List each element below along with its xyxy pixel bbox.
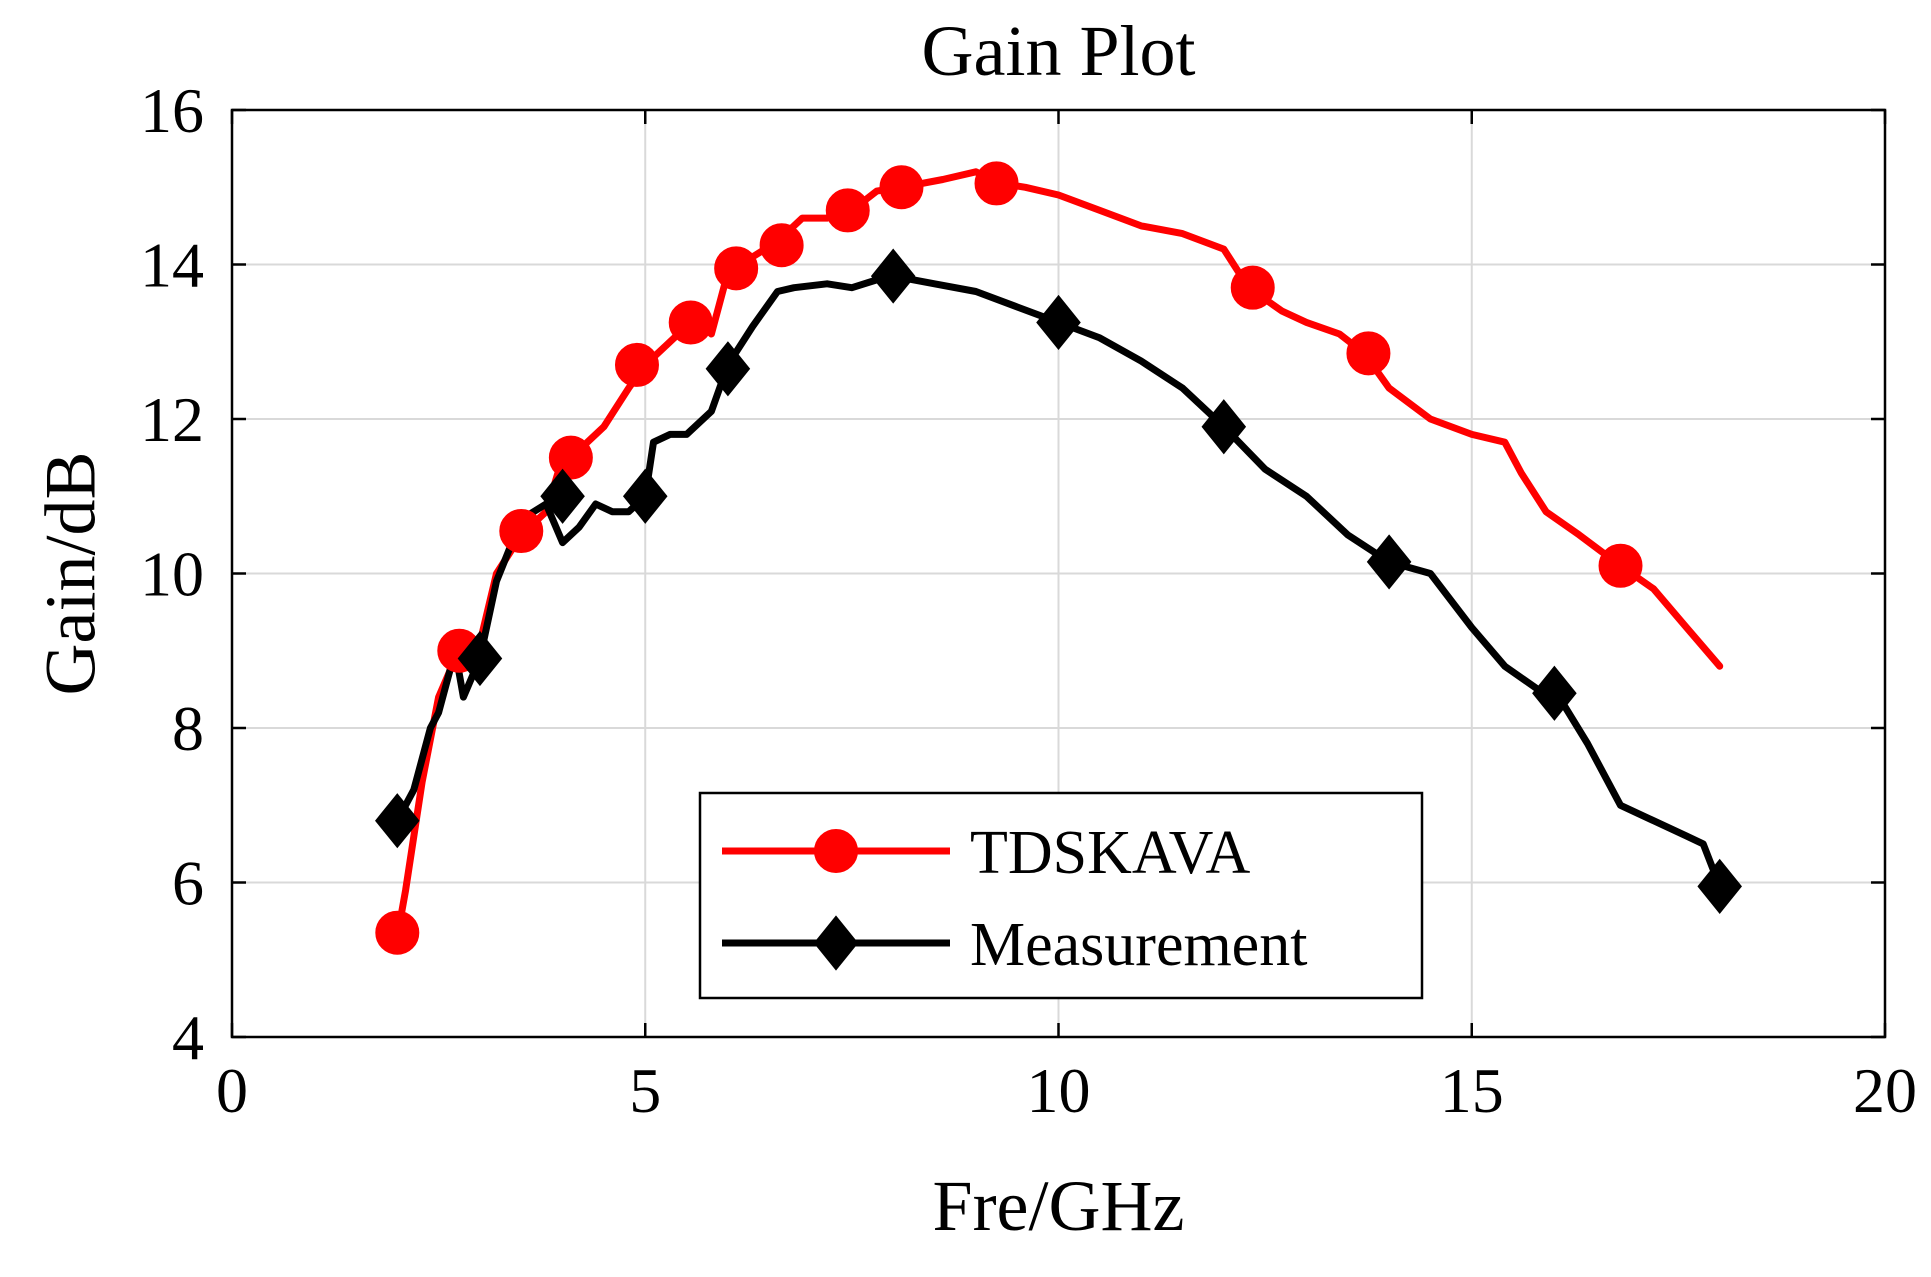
data-point-tdskava	[825, 188, 870, 233]
x-tick-label: 0	[216, 1055, 248, 1126]
y-tick-label: 8	[172, 693, 204, 764]
data-point-tdskava	[974, 161, 1019, 206]
legend-entry-tdskava: TDSKAVA	[722, 819, 1250, 887]
data-point-tdskava	[879, 165, 924, 210]
data-point-tdskava	[375, 910, 420, 955]
legend-label: Measurement	[970, 911, 1307, 979]
data-point-measurement	[540, 468, 585, 524]
series-line-measurement	[393, 272, 1724, 890]
y-tick-label: 12	[140, 384, 204, 455]
data-point-tdskava	[714, 246, 759, 291]
x-tick-label: 20	[1853, 1055, 1917, 1126]
x-axis-label: Fre/GHz	[933, 1166, 1185, 1246]
x-tick-label: 5	[629, 1055, 661, 1126]
data-point-measurement	[1201, 399, 1247, 455]
data-point-measurement	[705, 341, 751, 397]
data-point-measurement	[375, 793, 420, 849]
data-point-measurement	[1036, 294, 1081, 351]
data-point-tdskava	[668, 300, 713, 345]
legend-label: TDSKAVA	[970, 819, 1250, 887]
data-point-measurement	[457, 630, 503, 687]
legend-marker	[814, 829, 858, 873]
data-point-tdskava	[759, 223, 804, 268]
x-tick-label: 10	[1027, 1055, 1091, 1126]
x-tick-label: 15	[1440, 1055, 1504, 1126]
legend-entries: TDSKAVA Measurement	[722, 819, 1307, 979]
series-markers	[375, 161, 1742, 955]
data-point-tdskava	[1230, 265, 1275, 310]
tick-labels: 0 5 10 15 20 4 6 8 10 12 14 16	[140, 75, 1917, 1126]
legend-entry-measurement: Measurement	[722, 911, 1307, 979]
legend: TDSKAVA Measurement	[698, 791, 1424, 1000]
chart-title: Gain Plot	[921, 11, 1195, 91]
data-point-measurement	[1532, 665, 1577, 721]
grid-lines	[232, 110, 1885, 1037]
data-point-measurement	[870, 248, 916, 304]
data-point-tdskava	[499, 509, 544, 554]
y-axis-label: Gain/dB	[31, 452, 111, 696]
data-point-tdskava	[1346, 331, 1391, 376]
y-tick-label: 16	[140, 75, 204, 146]
data-point-tdskava	[614, 342, 659, 387]
axis-ticks	[230, 108, 1887, 1039]
y-tick-label: 6	[172, 848, 204, 919]
data-point-tdskava	[1598, 543, 1643, 588]
legend-marker	[813, 915, 859, 971]
data-point-tdskava	[548, 435, 593, 480]
y-tick-label: 14	[140, 230, 204, 301]
y-tick-label: 10	[140, 539, 204, 610]
legend-box	[698, 791, 1424, 1000]
data-point-measurement	[1366, 534, 1412, 590]
data-point-measurement	[622, 468, 668, 524]
y-tick-label: 4	[172, 1002, 204, 1073]
data-point-measurement	[1697, 858, 1742, 914]
